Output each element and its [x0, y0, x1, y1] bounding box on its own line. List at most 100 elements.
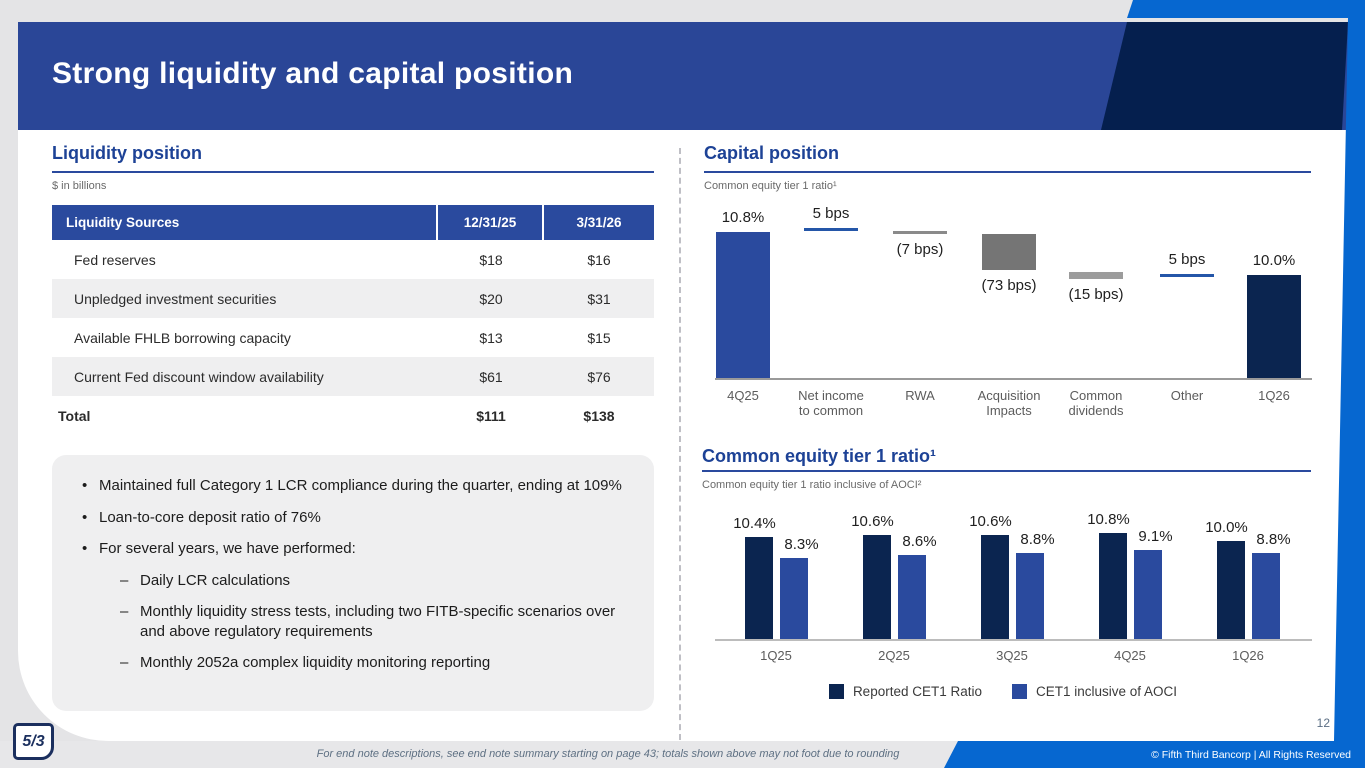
- bullet-text: Monthly liquidity stress tests, includin…: [140, 603, 616, 640]
- endnote-text: For end note descriptions, see end note …: [316, 748, 900, 760]
- table-row: Current Fed discount window availability…: [52, 357, 654, 396]
- legend-label: Reported CET1 Ratio: [852, 684, 982, 699]
- bullet-marker: –: [120, 603, 129, 620]
- waterfall-category-label: Net income to common: [798, 388, 864, 419]
- cet1-aoci-label: 8.8%: [1256, 531, 1291, 548]
- liquidity-heading: Liquidity position: [52, 143, 202, 163]
- total-value: $138: [583, 407, 615, 424]
- cet1-heading-rule: [702, 470, 1311, 472]
- cet1-category-label: 4Q25: [1114, 648, 1146, 663]
- bullet-marker: •: [82, 540, 88, 557]
- row-label: Fed reserves: [74, 251, 156, 268]
- waterfall-axis-line: [715, 378, 1312, 380]
- waterfall-bar-decrease: [1069, 272, 1123, 279]
- row-value: $13: [479, 329, 503, 346]
- bullet-text: Loan-to-core deposit ratio of 76%: [99, 508, 321, 526]
- list-item: – Monthly 2052a complex liquidity monitor…: [120, 653, 624, 673]
- row-value: $61: [479, 368, 503, 385]
- waterfall-bar-end: [1247, 275, 1301, 378]
- cet1-aoci-bar: [1015, 553, 1044, 639]
- table-row: Fed reserves $18 $16: [52, 240, 654, 279]
- waterfall-bar-increase: [1160, 274, 1214, 277]
- legend-label: CET1 inclusive of AOCI: [1036, 684, 1178, 699]
- row-label: Unpledged investment securities: [74, 290, 277, 307]
- row-value: $76: [587, 368, 611, 385]
- total-value: $111: [476, 407, 506, 424]
- table-row: Available FHLB borrowing capacity $13 $15: [52, 318, 654, 357]
- page-title: Strong liquidity and capital position: [52, 57, 574, 90]
- liquidity-units-note: $ in billions: [52, 180, 107, 192]
- cet1-aoci-label: 8.8%: [1020, 531, 1055, 548]
- cet1-category-label: 2Q25: [878, 648, 910, 663]
- waterfall-bar-decrease: [893, 231, 947, 234]
- row-value: $15: [587, 329, 611, 346]
- list-item: • Loan-to-core deposit ratio of 76%: [82, 508, 624, 528]
- table-header-cell: 12/31/25: [438, 205, 544, 240]
- legend-swatch: [828, 684, 844, 699]
- row-value: $16: [587, 251, 611, 268]
- cet1-category-label: 3Q25: [996, 648, 1028, 663]
- legend-item: Reported CET1 Ratio: [828, 684, 982, 699]
- capital-subtitle: Common equity tier 1 ratio¹: [704, 180, 837, 192]
- liquidity-heading-rule: [52, 171, 654, 173]
- bullet-text: Maintained full Category 1 LCR complianc…: [99, 477, 622, 494]
- list-item: • Maintained full Category 1 LCR complian…: [82, 476, 624, 496]
- capital-heading-rule: [704, 171, 1311, 173]
- bullet-text: For several years, we have performed:: [99, 540, 356, 557]
- cet1-reported-label: 10.8%: [1087, 511, 1130, 528]
- waterfall-value-label: 10.0%: [1252, 252, 1296, 269]
- liquidity-table: Liquidity Sources 12/31/25 3/31/26 Fed rese…: [52, 205, 654, 435]
- waterfall-category-label: 1Q26: [1258, 388, 1290, 403]
- waterfall-category-label: 4Q25: [727, 388, 759, 403]
- cet1-aoci-label: 9.1%: [1138, 528, 1173, 545]
- waterfall-value-label: 5 bps: [812, 205, 850, 222]
- column-divider: [679, 148, 681, 740]
- cet1-aoci-bar: [1133, 550, 1162, 639]
- cet1-subtitle: Common equity tier 1 ratio inclusive of …: [702, 479, 922, 491]
- page-number: 12: [1316, 716, 1330, 730]
- cet1-aoci-bar: [779, 558, 808, 639]
- cet1-aoci-bar: [897, 555, 926, 639]
- cet1-reported-bar: [1216, 541, 1245, 639]
- bullet-marker: •: [82, 477, 88, 494]
- cet1-aoci-label: 8.3%: [784, 536, 819, 553]
- waterfall-value-label: (7 bps): [896, 241, 944, 258]
- cet1-category-label: 1Q25: [760, 648, 792, 663]
- waterfall-value-label: 10.8%: [721, 209, 765, 226]
- waterfall-category-label: RWA: [905, 388, 935, 403]
- bullet-marker: –: [120, 654, 129, 671]
- copyright-text: © Fifth Third Bancorp | All Rights Reser…: [1151, 749, 1351, 761]
- cet1-axis-line: [715, 639, 1312, 641]
- cet1-reported-label: 10.4%: [733, 515, 776, 532]
- row-label: Available FHLB borrowing capacity: [74, 329, 291, 346]
- cet1-aoci-bar: [1251, 553, 1280, 639]
- cet1-reported-bar: [862, 535, 891, 639]
- capital-heading: Capital position: [704, 143, 839, 163]
- cet1-heading: Common equity tier 1 ratio¹: [702, 446, 937, 466]
- cet1-reported-label: 10.6%: [851, 513, 894, 530]
- liquidity-bullet-box: • Maintained full Category 1 LCR complian…: [52, 455, 654, 711]
- cet1-reported-bar: [744, 537, 773, 639]
- legend-swatch: [1012, 684, 1027, 699]
- bullet-text: Daily LCR calculations: [140, 571, 291, 589]
- list-item: • For several years, we have performed:: [82, 539, 624, 559]
- legend-item: CET1 inclusive of AOCI: [1012, 684, 1177, 699]
- total-label: Total: [58, 407, 91, 424]
- table-total-row: Total $111 $138: [52, 396, 654, 435]
- waterfall-value-label: (73 bps): [981, 277, 1037, 294]
- bullet-text: Monthly 2052a complex liquidity monitori…: [140, 654, 491, 671]
- row-label: Current Fed discount window availability: [74, 368, 324, 385]
- table-header-cell: 3/31/26: [576, 215, 622, 230]
- waterfall-value-label: (15 bps): [1068, 286, 1124, 303]
- cet1-reported-bar: [980, 535, 1009, 639]
- table-header-cell: Liquidity Sources: [52, 205, 438, 240]
- bullet-marker: –: [120, 571, 129, 589]
- table-row: Unpledged investment securities $20 $31: [52, 279, 654, 318]
- cet1-reported-label: 10.6%: [969, 513, 1012, 530]
- bullet-marker: •: [82, 508, 88, 526]
- cet1-aoci-label: 8.6%: [902, 533, 937, 550]
- row-value: $20: [479, 290, 503, 307]
- cet1-reported-bar: [1098, 533, 1127, 639]
- row-value: $31: [587, 290, 611, 307]
